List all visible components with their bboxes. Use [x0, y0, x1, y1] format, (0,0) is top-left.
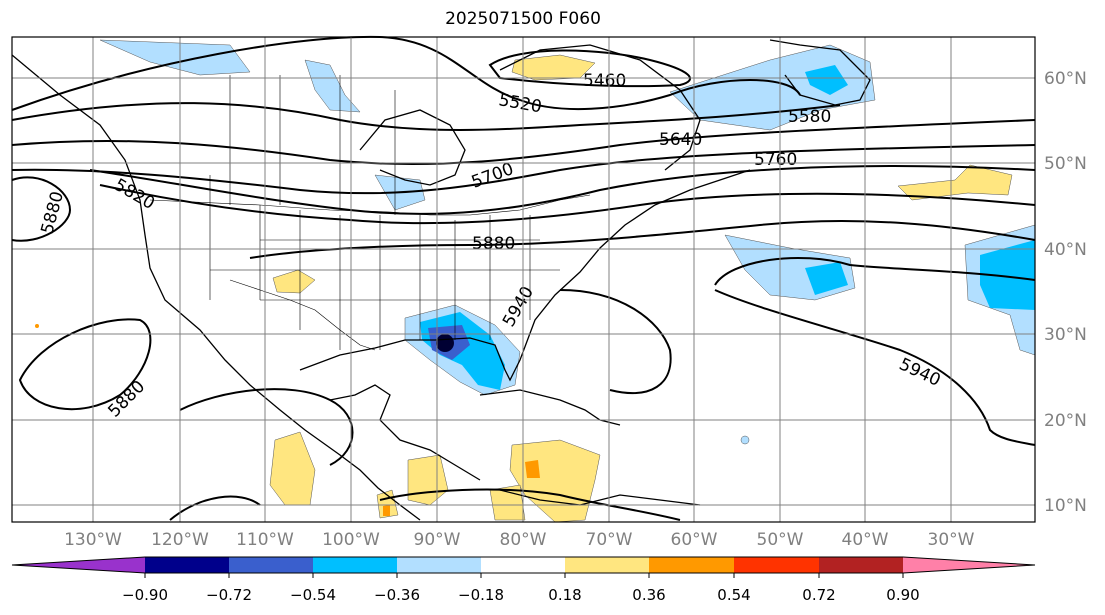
blue-dot-east — [740, 435, 750, 445]
colorbar-tick-label: 0.36 — [632, 586, 665, 604]
lon-label: 130°W — [64, 530, 122, 550]
us-state-lines — [209, 175, 560, 350]
colorbar-tick-label: −0.72 — [206, 586, 252, 604]
lon-label: 90°W — [414, 530, 461, 550]
orange-dot-west — [35, 324, 39, 328]
colorbar-segment — [481, 557, 565, 573]
contour-label: 5640 — [659, 130, 702, 150]
blue-field-canada-west — [304, 59, 361, 113]
contour-label: 5580 — [788, 107, 831, 127]
lon-label: 40°W — [842, 530, 889, 550]
colorbar-tick-label: −0.36 — [374, 586, 420, 604]
orange-field-small-1 — [383, 505, 390, 516]
lon-label: 50°W — [757, 530, 804, 550]
dark-core-gulf — [436, 334, 454, 352]
cyan-field-atlantic-east — [980, 240, 1035, 310]
contour-5880-mexico — [179, 388, 354, 466]
colorbar-tick-label: 0.54 — [717, 586, 750, 604]
colorbar-segment — [565, 557, 649, 573]
lat-label: 20°N — [1044, 411, 1087, 431]
graticule-layer — [12, 37, 1035, 522]
blue-field-alaska — [99, 39, 251, 76]
contour-5880-atlantic — [714, 256, 1036, 286]
lat-label: 60°N — [1044, 69, 1087, 89]
colorbar-tick-label: 0.72 — [802, 586, 835, 604]
colorbar-tick-label: −0.54 — [290, 586, 336, 604]
cyan-field-atlantic-mid — [805, 262, 848, 295]
blue-field-greenland — [669, 44, 876, 131]
lon-label: 30°W — [928, 530, 975, 550]
gulf-coast — [299, 169, 751, 382]
lon-label: 100°W — [322, 530, 380, 550]
colorbar-segment — [734, 557, 819, 573]
contour-label: 5760 — [754, 150, 797, 170]
map-frame — [11, 36, 1036, 523]
colorbar-extend-high — [903, 557, 1035, 573]
contour-label: 5880 — [472, 234, 515, 254]
yellow-field-atlantic-north — [897, 164, 1013, 201]
colorbar-segment — [145, 557, 229, 573]
hudson-bay-coast — [359, 109, 466, 186]
colorbar-tick-label: 0.90 — [886, 586, 919, 604]
colorbar-segment — [313, 557, 397, 573]
colorbar-segment — [649, 557, 734, 573]
contour-5640 — [11, 119, 1036, 166]
coastline-layer — [11, 39, 871, 521]
contour-5700 — [11, 144, 1036, 195]
lon-label: 80°W — [500, 530, 547, 550]
cyan-field-greenland — [805, 65, 848, 95]
lon-label: 70°W — [586, 530, 633, 550]
lon-label-layer: 130°W 120°W 110°W 100°W 90°W 80°W 70°W 6… — [64, 530, 975, 550]
colorbar-tick-label: −0.90 — [122, 586, 168, 604]
us-canada-border — [149, 194, 591, 216]
yellow-field-caribbean — [509, 439, 601, 523]
contour-5760 — [89, 165, 1036, 215]
contour-5940-east — [559, 289, 672, 395]
labrador-coast — [499, 44, 701, 171]
colorbar: −0.90 −0.72 −0.54 −0.36 −0.18 0.18 0.36 … — [11, 556, 1036, 604]
shaded-field-layer — [35, 39, 1036, 523]
contour-5460 — [488, 49, 691, 88]
orange-field-caribbean — [525, 460, 540, 478]
lat-label: 50°N — [1044, 154, 1087, 174]
lat-label: 10°N — [1044, 496, 1087, 516]
lat-label: 30°N — [1044, 325, 1087, 345]
contour-5880-main — [249, 219, 1036, 259]
colorbar-segment — [229, 557, 313, 573]
colorbar-segment — [397, 557, 481, 573]
colorbar-extend-low — [12, 557, 145, 573]
contour-5880-pacific — [18, 318, 152, 411]
contour-5880-west — [11, 176, 72, 242]
lat-label-layer: 60°N 50°N 40°N 30°N 20°N 10°N — [1044, 69, 1087, 516]
yellow-field-southwest — [272, 269, 316, 294]
colorbar-tick-label: 0.18 — [548, 586, 581, 604]
contour-label: 5460 — [583, 71, 626, 91]
lon-label: 120°W — [151, 530, 209, 550]
colorbar-segment — [819, 557, 903, 573]
contour-5940-atlantic — [714, 289, 1036, 446]
map-title: 2025071500 F060 — [445, 9, 601, 29]
colorbar-tick-label: −0.18 — [458, 586, 504, 604]
lat-label: 40°N — [1044, 240, 1087, 260]
contour-5520 — [11, 35, 801, 111]
contour-layer — [11, 35, 1036, 521]
north-america-coast — [11, 54, 421, 521]
contour-5820 — [99, 184, 1036, 225]
lon-label: 110°W — [236, 530, 294, 550]
lon-label: 60°W — [671, 530, 718, 550]
cuba-coast — [479, 389, 621, 426]
south-america-coast — [499, 489, 701, 506]
